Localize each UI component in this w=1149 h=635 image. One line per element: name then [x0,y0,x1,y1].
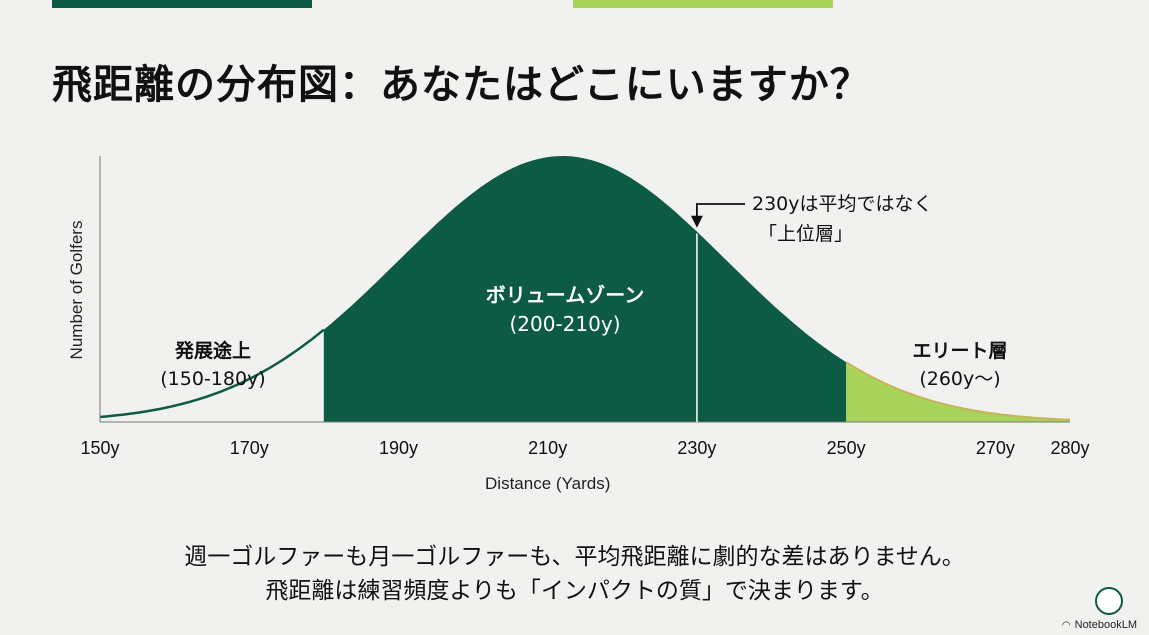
annotation-text-line1: 230yは平均ではなく [752,193,933,215]
zone-label-elite: エリート層 [912,340,1007,362]
x-tick-label: 280y [1050,438,1089,458]
x-tick-label: 190y [379,438,418,458]
zone-label-volume: ボリュームゾーン [486,283,644,307]
zone-range-elite: (260y〜) [919,368,1000,390]
zone-range-developing: (150-180y) [160,368,265,390]
distribution-chart: 150y 170y 190y 210y 230y 250y 270y 280y Number … [67,156,1090,493]
top-accent-bar-light [573,0,833,8]
top-accent-bar-dark [52,0,312,8]
x-tick-label: 230y [677,438,716,458]
caption-line-1: 週一ゴルファーも月一ゴルファーも、平均飛距離に劇的な差はありません。 [184,544,965,570]
y-axis-label: Number of Golfers [67,221,86,360]
distribution-curve-outline [99,328,325,419]
brand-name: NotebookLM [1074,619,1137,631]
x-axis-label: Distance (Yards) [485,474,610,493]
zone-area-volume [323,156,847,422]
x-tick-label: 250y [827,438,866,458]
notebooklm-mark-icon: ◠ [1061,619,1071,631]
annotation-text-line2: 「上位層」 [758,223,853,245]
x-tick-label: 150y [80,438,119,458]
annotation-arrow-head [690,215,703,228]
zone-label-developing: 発展途上 [174,339,251,362]
notebooklm-logo-icon [1095,587,1123,615]
brand-footer: ◠ NotebookLM [1062,619,1137,631]
x-tick-label: 170y [230,438,269,458]
annotation-arrow [696,203,745,218]
x-tick-label: 210y [528,438,567,458]
x-tick-labels: 150y 170y 190y 210y 230y 250y 270y 280y [80,438,1089,458]
x-tick-label: 270y [976,438,1015,458]
caption-line-2: 飛距離は練習頻度よりも「インパクトの質」で決まります。 [265,578,884,604]
elite-tail-edge [845,361,1071,421]
page-title: 飛距離の分布図：あなたはどこにいますか？ [52,62,871,108]
zone-area-elite [846,362,1070,422]
zone-range-volume: (200-210y) [509,312,620,336]
zone-areas [323,156,1070,422]
